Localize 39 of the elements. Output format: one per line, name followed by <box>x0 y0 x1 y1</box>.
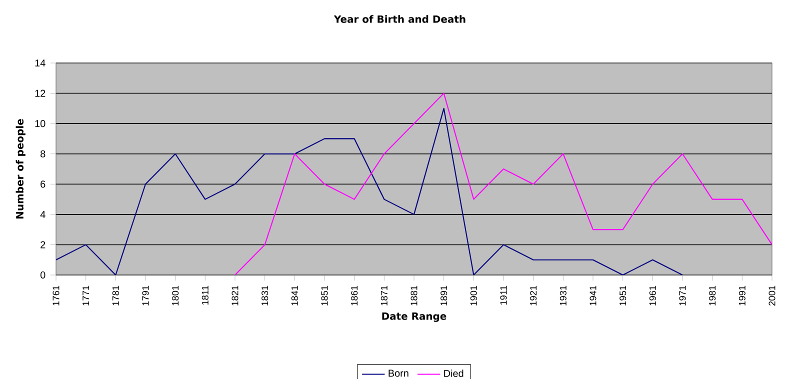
x-tick-label: 1771 <box>82 286 90 306</box>
x-tick-label: 1891 <box>440 286 448 306</box>
x-tick-label: 1761 <box>52 286 60 306</box>
y-tick-label: 10 <box>35 120 46 128</box>
y-tick-label: 8 <box>40 150 46 158</box>
x-tick-label: 1921 <box>530 286 537 306</box>
x-tick-label: 1811 <box>202 286 208 305</box>
y-tick-label: 4 <box>40 211 46 218</box>
x-tick-label: 1941 <box>590 286 596 306</box>
x-tick-label: 1791 <box>142 286 149 306</box>
y-tick-label: 2 <box>40 241 46 248</box>
line-series <box>234 92 772 275</box>
x-tick-label: 1821 <box>232 286 238 306</box>
x-tick-label: 1961 <box>649 286 656 306</box>
x-tick-label: 1781 <box>112 286 119 306</box>
x-tick-label: 1831 <box>262 286 268 306</box>
x-tick-label: 1871 <box>380 286 388 306</box>
chart-title: Year of Birth and Death <box>334 15 466 23</box>
x-tick-label: 1881 <box>410 286 418 306</box>
y-axis-title: Number of people <box>16 119 26 218</box>
legend-label: Died <box>444 370 464 377</box>
x-tick-label: 1971 <box>679 286 686 306</box>
x-tick-label: 1851 <box>321 286 328 306</box>
x-tick-label: 1901 <box>470 286 477 306</box>
y-tick-label: 12 <box>35 90 46 97</box>
x-tick-label: 1861 <box>351 286 358 306</box>
y-tick-label: 14 <box>35 60 46 66</box>
x-tick-label: 1841 <box>291 286 298 306</box>
x-tick-label: 1931 <box>560 286 566 306</box>
x-tick-label: 1911 <box>500 286 507 305</box>
y-tick-label: 0 <box>40 271 46 279</box>
x-tick-label: 2001 <box>768 286 776 306</box>
x-tick-label: 1981 <box>709 286 716 306</box>
x-tick-label: 1951 <box>620 286 626 306</box>
x-tick-label: 1801 <box>172 286 179 306</box>
x-tick-label: 1991 <box>738 286 746 306</box>
x-axis-title: Date Range <box>382 312 446 322</box>
y-tick-label: 6 <box>40 180 46 188</box>
legend-label: Born <box>388 370 408 377</box>
